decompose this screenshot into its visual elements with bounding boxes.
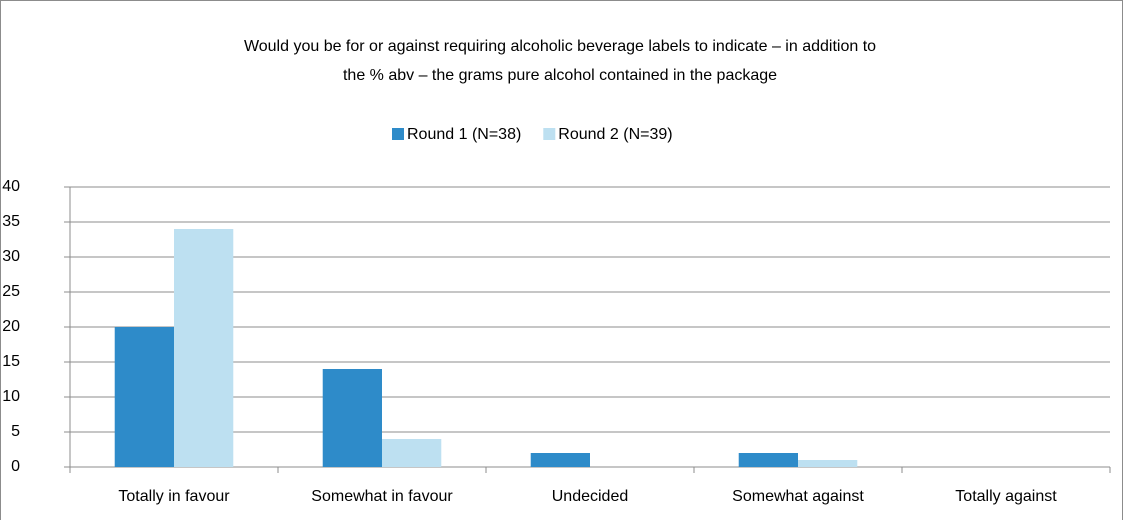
legend-label: Round 1 (N=38) [407,126,521,143]
bar [174,229,234,467]
bar [322,369,382,467]
y-tick-label: 30 [2,248,20,265]
x-tick-label: Totally in favour [118,488,230,505]
x-tick-label: Undecided [552,488,629,505]
x-tick-label: Totally against [955,488,1057,505]
legend-swatch [543,128,556,140]
legend-swatch [392,128,404,140]
y-tick-label: 15 [2,353,20,370]
y-tick-label: 35 [2,213,20,230]
y-tick-label: 25 [2,283,20,300]
y-tick-label: 40 [2,178,20,195]
bar [738,453,798,467]
bar [530,453,590,467]
chart-title: Would you be for or against requiring al… [244,38,876,55]
bar [382,439,442,467]
bar [114,327,174,467]
chart-title: the % abv – the grams pure alcohol conta… [343,67,777,84]
y-tick-label: 20 [2,318,20,335]
x-tick-label: Somewhat in favour [311,488,453,505]
y-tick-label: 0 [11,458,20,475]
bar [798,460,858,467]
y-tick-label: 5 [11,423,20,440]
x-tick-label: Somewhat against [732,488,864,505]
y-tick-label: 10 [2,388,20,405]
legend-label: Round 2 (N=39) [558,126,672,143]
